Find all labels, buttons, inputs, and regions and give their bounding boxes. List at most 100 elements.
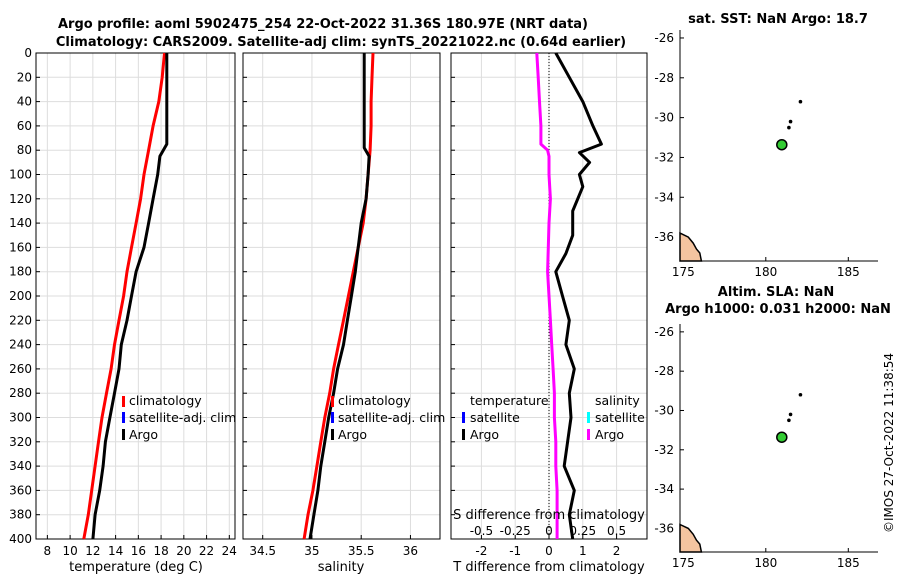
x-tick-label: 35.5 xyxy=(348,544,375,558)
x-tick-label: 185 xyxy=(837,556,860,570)
island-marker xyxy=(798,99,803,104)
y-tick-label: 280 xyxy=(9,386,32,400)
difference-axes: -2 -1 0 1 2 -0.5 -0.25 0 0.25 0.5 xyxy=(450,52,648,558)
sla-map-title-line2: Argo h1000: 0.031 h2000: NaN xyxy=(665,302,891,317)
coastline-land xyxy=(679,231,703,262)
x-tick-label: 18 xyxy=(153,544,168,558)
float-position-marker xyxy=(776,431,788,443)
legend-argo-swatch xyxy=(331,429,334,440)
legend-salinity-title: salinity xyxy=(595,393,640,408)
y-tick-label: -34 xyxy=(654,482,674,496)
legend-satellite-swatch xyxy=(122,412,125,423)
y-tick-label: 200 xyxy=(9,289,32,303)
y-tick-label: 140 xyxy=(9,216,32,230)
x-tick-label: 2 xyxy=(613,544,621,558)
series-argo-line xyxy=(308,53,371,540)
temperature-axes: 8 10 12 14 16 18 20 22 2402040608010012014016018… xyxy=(9,46,237,558)
x2-tick-label: -0.5 xyxy=(470,524,493,538)
figure-title-line2: Climatology: CARS2009. Satellite-adj cli… xyxy=(56,35,626,50)
y-tick-label: -32 xyxy=(654,150,674,164)
salinity-legend: climatology satellite-adj. clim Argo xyxy=(331,393,445,442)
temperature-legend: climatology satellite-adj. clim Argo xyxy=(122,393,236,442)
legend-t-argo-swatch xyxy=(462,429,465,440)
island-marker xyxy=(788,119,793,124)
y-tick-label: 400 xyxy=(9,532,32,546)
salinity-axes: 34.5 35 35.5 36 xyxy=(242,52,441,558)
legend-climatology-swatch xyxy=(122,396,125,407)
difference-xlabel: T difference from climatology xyxy=(452,560,645,575)
x-tick-label: 175 xyxy=(672,265,695,279)
y-tick-label: 80 xyxy=(17,143,32,157)
x-tick-label: 180 xyxy=(754,265,777,279)
y-tick-label: -36 xyxy=(654,521,674,535)
y-tick-label: -28 xyxy=(654,71,674,85)
y-tick-label: 60 xyxy=(17,119,32,133)
x2-tick-label: -0.25 xyxy=(500,524,531,538)
legend-t-argo: Argo xyxy=(470,427,499,442)
timestamp: ©IMOS 27-Oct-2022 11:38:54 xyxy=(882,353,896,533)
series-argo-line xyxy=(91,53,169,540)
y-tick-label: -30 xyxy=(654,403,674,417)
island-marker xyxy=(798,392,803,397)
y-tick-label: -28 xyxy=(654,364,674,378)
legend-argo: Argo xyxy=(129,427,158,442)
x-tick-label: 8 xyxy=(44,544,52,558)
x-tick-label: 20 xyxy=(176,544,191,558)
island-marker xyxy=(788,412,793,417)
x-tick-label: 185 xyxy=(837,265,860,279)
y-tick-label: 100 xyxy=(9,168,32,182)
y-tick-label: 260 xyxy=(9,362,32,376)
y-tick-label: 320 xyxy=(9,435,32,449)
legend-satellite: satellite-adj. clim xyxy=(129,410,236,425)
x-tick-label: 22 xyxy=(199,544,214,558)
legend-climatology-swatch xyxy=(331,396,334,407)
series-temperature-argo-line xyxy=(554,52,603,540)
y-tick-label: 360 xyxy=(9,483,32,497)
series-climatology-line xyxy=(302,52,375,540)
y-tick-label: 20 xyxy=(17,70,32,84)
x-tick-label: 14 xyxy=(108,544,123,558)
y-tick-label: 300 xyxy=(9,411,32,425)
figure-title-line1: Argo profile: aoml 5902475_254 22-Oct-20… xyxy=(58,17,588,32)
legend-t-satellite-swatch xyxy=(462,412,465,423)
y-tick-label: -32 xyxy=(654,443,674,457)
x-tick-label: 1 xyxy=(579,544,587,558)
x2-tick-label: 0.25 xyxy=(569,524,596,538)
legend-temperature-title: temperature xyxy=(470,393,549,408)
y-tick-label: 120 xyxy=(9,192,32,206)
legend-s-argo-swatch xyxy=(587,429,590,440)
legend-argo-swatch xyxy=(122,429,125,440)
sst-map-axes: 175 180 185 -26 -28 -30 -32 -34 -36 xyxy=(654,30,878,279)
y-tick-label: -26 xyxy=(654,31,674,45)
x-tick-label: -2 xyxy=(475,544,487,558)
x-tick-label: 175 xyxy=(672,556,695,570)
island-marker xyxy=(787,418,791,423)
y-tick-label: 40 xyxy=(17,95,32,109)
y-tick-label: 160 xyxy=(9,240,32,254)
x-tick-label: 12 xyxy=(85,544,100,558)
y-tick-label: -34 xyxy=(654,190,674,204)
sla-map-axes: 175 180 185 -26 -28 -30 -32 -34 -36 xyxy=(654,324,878,570)
temperature-xlabel: temperature (deg C) xyxy=(69,560,203,575)
legend-climatology: climatology xyxy=(338,393,411,408)
series-salinity-argo-line xyxy=(535,52,559,539)
legend-climatology: climatology xyxy=(129,393,202,408)
legend-t-satellite: satellite xyxy=(470,410,520,425)
y-tick-label: 240 xyxy=(9,338,32,352)
y-tick-label: -36 xyxy=(654,230,674,244)
legend-s-satellite-swatch xyxy=(587,412,590,423)
x-tick-label: 36 xyxy=(403,544,418,558)
legend-argo: Argo xyxy=(338,427,367,442)
legend-s-argo: Argo xyxy=(595,427,624,442)
x-tick-label: 10 xyxy=(62,544,77,558)
y-tick-label: 380 xyxy=(9,508,32,522)
sla-map-title-line1: Altim. SLA: NaN xyxy=(718,285,834,300)
difference-x2label: S difference from climatology xyxy=(453,508,645,523)
x-tick-label: 34.5 xyxy=(249,544,276,558)
x-tick-label: 16 xyxy=(131,544,146,558)
island-marker xyxy=(787,125,791,130)
y-tick-label: 220 xyxy=(9,313,32,327)
coastline-land xyxy=(679,523,703,553)
legend-s-satellite: satellite xyxy=(595,410,645,425)
